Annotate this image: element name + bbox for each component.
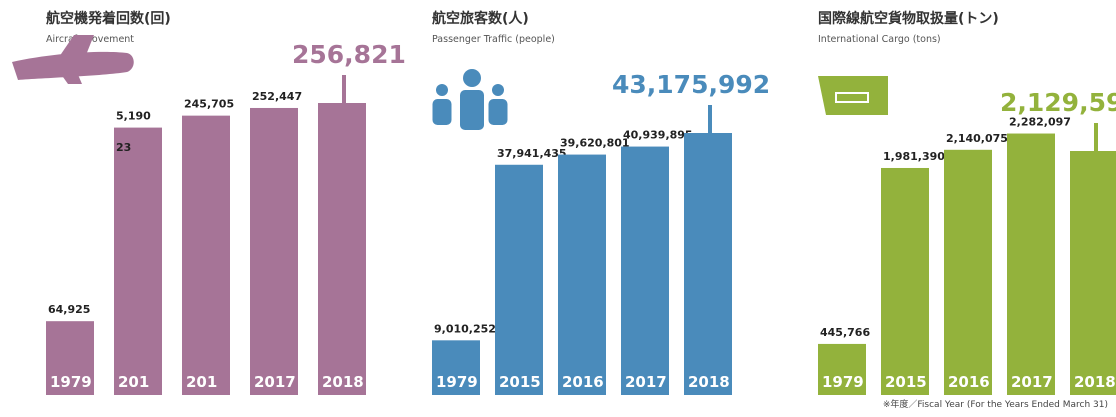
bar xyxy=(944,149,992,395)
value-label: 2,140,075 xyxy=(946,132,1008,145)
category-label: 2016 xyxy=(948,373,990,391)
value-label: 64,925 xyxy=(48,303,90,316)
chart-subtitle: International Cargo (tons) xyxy=(818,34,941,45)
highlight-value: 43,175,992 xyxy=(612,70,770,99)
chart-subtitle: Passenger Traffic (people) xyxy=(432,34,555,45)
category-label: 2017 xyxy=(254,373,296,391)
airplane-wing-icon xyxy=(57,35,94,60)
bar xyxy=(318,103,366,395)
value-label: 37,941,435 xyxy=(497,147,567,160)
category-label: 2017 xyxy=(1011,373,1053,391)
category-label: 2018 xyxy=(688,373,730,391)
person-head-icon xyxy=(463,69,481,87)
chart-title: 航空機発着回数(回) xyxy=(46,10,171,27)
bar xyxy=(495,164,543,395)
airplane-lower-wing-icon xyxy=(58,70,82,84)
bar xyxy=(46,321,94,395)
value-label: 2,282,097 xyxy=(1009,116,1071,129)
airplane-body-icon xyxy=(12,51,134,80)
bar xyxy=(182,115,230,395)
person-body-icon xyxy=(460,90,484,130)
value-label: 252,447 xyxy=(252,90,302,103)
category-label: 2015 xyxy=(885,373,927,391)
value-label: 245,705 xyxy=(184,98,234,111)
person-body-icon xyxy=(432,99,452,125)
category-label: 2015 xyxy=(499,373,541,391)
category-label: 1979 xyxy=(436,373,478,391)
bar xyxy=(1070,151,1116,395)
category-label: 201 xyxy=(118,373,149,391)
value-label: 445,766 xyxy=(820,326,870,339)
category-label: 2016 xyxy=(562,373,604,391)
category-label: 1979 xyxy=(50,373,92,391)
bar xyxy=(558,154,606,395)
highlight-value: 256,821 xyxy=(292,40,406,69)
value-label: 5,190 xyxy=(116,110,151,123)
chart-title: 航空旅客数(人) xyxy=(432,10,529,27)
bar xyxy=(818,343,866,395)
category-label: 1979 xyxy=(822,373,864,391)
value-label: 9,010,252 xyxy=(434,322,496,335)
bar xyxy=(432,340,480,395)
person-head-icon xyxy=(436,84,448,96)
extra-label: 23 xyxy=(116,141,131,154)
value-label: 40,939,895 xyxy=(623,129,693,142)
category-label: 201 xyxy=(186,373,217,391)
bar xyxy=(1007,133,1055,395)
bar xyxy=(881,167,929,395)
category-label: 2018 xyxy=(1074,373,1116,391)
bar xyxy=(114,127,162,395)
bar xyxy=(621,146,669,395)
bar xyxy=(250,107,298,395)
category-label: 2018 xyxy=(322,373,364,391)
category-label: 2017 xyxy=(625,373,667,391)
bar xyxy=(684,133,732,395)
fiscal-year-footnote: ※年度／Fiscal Year (For the Years Ended Mar… xyxy=(882,400,1108,410)
person-body-icon xyxy=(488,99,508,125)
cargo-container-door-inner-icon xyxy=(837,94,867,101)
person-head-icon xyxy=(492,84,504,96)
highlight-value: 2,129,597 xyxy=(1000,88,1116,117)
chart-title: 国際線航空貨物取扱量(トン) xyxy=(818,10,999,27)
value-label: 1,981,390 xyxy=(883,150,945,163)
value-label: 39,620,801 xyxy=(560,137,630,150)
